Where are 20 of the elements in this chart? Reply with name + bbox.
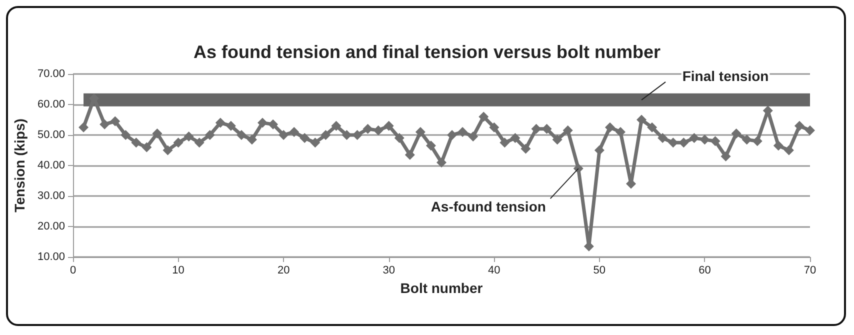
text: As-found tension xyxy=(430,198,546,215)
y-tick-label: 70.00 xyxy=(37,68,65,80)
y-tick-label: 40.00 xyxy=(37,160,65,172)
y-tick-label: 20.00 xyxy=(37,220,65,232)
x-tick-label: 30 xyxy=(382,264,395,276)
y-tick-label: 50.00 xyxy=(37,129,65,141)
y-tick-label: 60.00 xyxy=(37,98,65,110)
x-tick-label: 0 xyxy=(70,264,76,276)
x-tick-label: 50 xyxy=(593,264,606,276)
y-axis-title: Tension (kips) xyxy=(12,118,28,212)
y-tick-label: 10.00 xyxy=(37,251,65,263)
x-axis-title: Bolt number xyxy=(400,280,484,296)
x-tick-label: 10 xyxy=(172,264,184,276)
x-tick-label: 20 xyxy=(277,264,290,276)
x-tick-label: 40 xyxy=(488,264,500,276)
y-tick-label: 30.00 xyxy=(37,190,65,202)
series-label: Final tension xyxy=(682,68,769,84)
x-tick-label: 60 xyxy=(698,264,711,276)
chart-title: As found tension and final tension versus bolt number xyxy=(193,42,661,62)
x-tick-label: 70 xyxy=(804,264,816,276)
